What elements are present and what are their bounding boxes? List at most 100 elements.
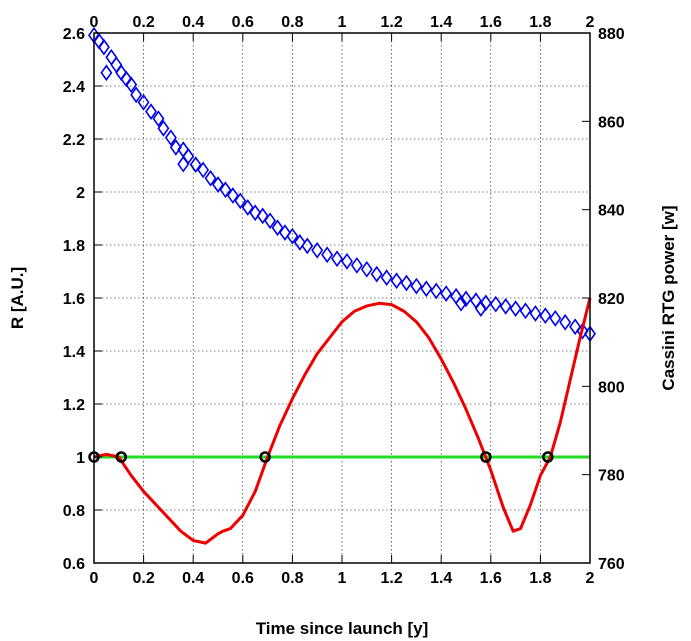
y-tick-label: 1: [76, 450, 85, 467]
power-point: [420, 280, 433, 298]
power-point: [301, 237, 314, 255]
power-point: [569, 318, 582, 336]
power-point: [440, 285, 453, 302]
x-top-tick-label: 0.8: [281, 14, 303, 31]
y-tick-label: 0.6: [63, 556, 85, 573]
y-axis-title: R [A.U.]: [8, 267, 27, 329]
power-point: [177, 155, 190, 173]
ticks: [93, 32, 591, 564]
power-point: [350, 256, 363, 274]
crossing-marker: [480, 451, 492, 463]
y2-tick-label: 860: [598, 114, 625, 131]
y-tick-label: 2.6: [63, 26, 85, 43]
y-tick-label: 2.2: [63, 132, 85, 149]
power-point: [137, 93, 150, 111]
power-point: [499, 298, 512, 315]
x-top-tick-label: 1.6: [480, 14, 502, 31]
power-point: [489, 295, 502, 313]
y-tick-label: 1.4: [63, 344, 85, 361]
y2-tick-label: 840: [598, 203, 625, 220]
power-point: [105, 48, 118, 66]
power-point: [169, 139, 182, 156]
power-point: [455, 294, 468, 312]
crossing-marker: [542, 451, 554, 463]
power-point: [539, 307, 552, 325]
y2-tick-label: 780: [598, 468, 625, 485]
power-point: [157, 120, 170, 137]
y2-tick-label: 820: [598, 291, 625, 308]
crossing-marker: [259, 451, 271, 463]
x-tick-label: 1.6: [480, 570, 502, 587]
x-tick-label: 1.8: [529, 570, 551, 587]
power-point: [576, 322, 589, 340]
power-point: [212, 176, 224, 193]
y-tick-label: 1.2: [63, 397, 85, 414]
power-point: [430, 282, 443, 300]
x-top-tick-label: 0.2: [132, 14, 154, 31]
power-point: [256, 207, 269, 225]
power-point: [145, 103, 158, 120]
power-point: [311, 241, 324, 259]
power-point: [519, 302, 532, 320]
x-tick-label: 0.6: [232, 570, 254, 587]
power-point: [130, 86, 143, 104]
power-point: [390, 272, 403, 290]
power-point: [110, 56, 123, 74]
x-tick-label: 1.2: [380, 570, 402, 587]
crossing-marker: [115, 451, 128, 463]
power-point: [410, 277, 423, 295]
x-top-tick-label: 1: [338, 14, 347, 31]
grid: [94, 33, 590, 563]
power-point: [249, 204, 262, 222]
power-point: [241, 199, 254, 216]
x-tick-label: 0.8: [281, 570, 303, 587]
power-point: [460, 290, 472, 308]
y-tick-label: 2.4: [63, 79, 85, 96]
y-tick-label: 0.8: [63, 503, 85, 520]
power-point: [450, 287, 463, 305]
power-point: [271, 219, 284, 237]
power-point: [234, 192, 247, 210]
power-point: [529, 305, 542, 322]
power-point: [197, 161, 210, 179]
power-point: [469, 292, 482, 310]
tick-labels: 0 0 0.2 0.2 0.4 0.4 0.6 0.6 0.8 0.8 1 1 1.2 1.2 1.4 1.4…: [63, 14, 625, 587]
x-tick-label: 1: [338, 570, 347, 587]
distance-line: [93, 297, 592, 545]
y2-axis-title: Cassini RTG power [w]: [659, 205, 678, 390]
power-point: [264, 212, 277, 230]
y-tick-label: 1.6: [63, 291, 85, 308]
y-tick-label: 2: [76, 185, 85, 202]
x-tick-label: 0.2: [132, 570, 154, 587]
power-point: [278, 224, 291, 242]
x-top-tick-label: 0.6: [232, 14, 254, 31]
x-top-tick-label: 0: [90, 14, 99, 31]
power-point: [189, 156, 202, 173]
power-point: [360, 260, 373, 278]
power-point: [125, 76, 138, 94]
x-top-tick-label: 1.2: [380, 14, 402, 31]
power-point: [164, 129, 177, 147]
x-top-tick-label: 0.4: [182, 14, 204, 31]
x-axis-title: Time since launch [y]: [256, 619, 429, 638]
x-top-tick-label: 2: [586, 14, 595, 31]
x-tick-label: 0: [90, 570, 99, 587]
x-top-tick-label: 1.8: [529, 14, 551, 31]
power-point: [549, 309, 562, 327]
power-point: [479, 294, 492, 312]
y2-tick-label: 760: [598, 556, 625, 573]
x-tick-label: 2: [586, 570, 595, 587]
power-point: [226, 187, 239, 204]
power-point: [182, 147, 195, 165]
power-point: [286, 227, 299, 245]
x-top-tick-label: 1.4: [430, 14, 452, 31]
power-point: [331, 250, 344, 268]
y-tick-label: 1.8: [63, 238, 85, 255]
line-series: [93, 297, 592, 545]
power-point: [400, 274, 413, 292]
x-tick-label: 1.4: [430, 570, 452, 587]
y2-tick-label: 880: [598, 26, 625, 43]
x-tick-label: 0.4: [182, 570, 204, 587]
power-point: [97, 38, 110, 56]
